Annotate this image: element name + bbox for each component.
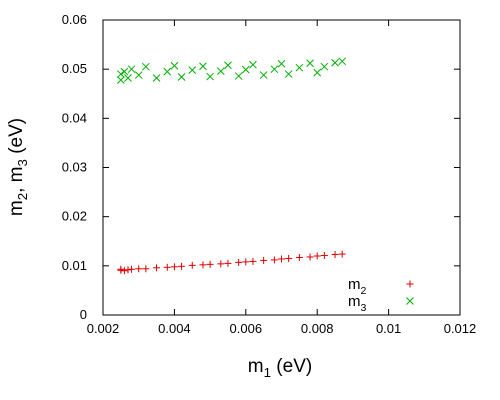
data-point-m3 <box>320 62 329 71</box>
x-tick-label: 0.006 <box>230 321 263 336</box>
data-point-m3 <box>234 72 243 80</box>
data-point-m3 <box>331 58 339 67</box>
data-point-m3 <box>216 67 225 75</box>
data-point-m2 <box>320 252 328 260</box>
y-tick-label: 0.03 <box>62 160 87 175</box>
data-point-m2 <box>260 256 268 264</box>
y-tick-label: 0.02 <box>62 209 87 224</box>
data-point-m3 <box>241 65 250 74</box>
data-point-m2 <box>278 255 285 263</box>
data-point-m3 <box>127 65 136 74</box>
data-point-m3 <box>277 59 286 68</box>
data-point-m3 <box>124 74 132 82</box>
x-tick-label: 0.002 <box>87 321 120 336</box>
data-point-m3 <box>270 65 279 74</box>
x-tick-label: 0.01 <box>376 321 401 336</box>
x-tick-label: 0.012 <box>444 321 477 336</box>
y-tick-label: 0.05 <box>62 61 87 76</box>
data-point-m3 <box>141 62 150 71</box>
data-point-m2 <box>295 253 303 261</box>
data-point-m2 <box>306 253 314 261</box>
data-point-m2 <box>285 254 293 262</box>
data-point-m2 <box>270 256 278 264</box>
data-point-m3 <box>199 62 207 71</box>
data-point-m3 <box>120 67 129 76</box>
x-tick-label: 0.004 <box>158 321 191 336</box>
data-point-m3 <box>152 74 161 82</box>
data-point-m3 <box>284 70 293 78</box>
data-point-m2 <box>135 265 143 273</box>
legend-label-m3: m3 <box>348 293 367 314</box>
series-m2 <box>117 250 346 275</box>
legend-marker-m2 <box>406 280 414 288</box>
series-m3 <box>116 57 347 84</box>
data-point-m3 <box>163 67 172 76</box>
data-point-m2 <box>235 258 243 266</box>
data-point-m3 <box>295 63 304 72</box>
data-point-m2 <box>153 264 161 272</box>
data-point-m2 <box>199 261 207 269</box>
data-point-m3 <box>206 72 214 81</box>
data-point-m3 <box>177 73 186 81</box>
y-axis-label: m2​, m3​ (eV) <box>6 118 30 216</box>
data-point-m2 <box>338 250 346 258</box>
data-point-m3 <box>116 76 125 84</box>
data-point-m3 <box>338 57 347 66</box>
data-point-m3 <box>170 61 179 70</box>
data-point-m2 <box>178 262 186 270</box>
data-point-m2 <box>188 261 196 269</box>
data-point-m2 <box>120 267 128 275</box>
data-point-m2 <box>331 251 339 259</box>
data-point-m2 <box>163 263 171 271</box>
y-tick-label: 0.06 <box>62 12 87 27</box>
data-point-m2 <box>313 252 321 260</box>
x-axis-label: m1​ (eV) <box>248 356 312 380</box>
data-point-m2 <box>117 265 125 273</box>
data-point-m3 <box>188 66 197 75</box>
ticks-layer: 0.002 0.004 0.006 0.008 0.01 0.012 0 0.01 0.02 0.… <box>62 12 477 336</box>
data-point-m3 <box>249 60 257 69</box>
data-point-m3 <box>259 71 268 79</box>
data-point-m3 <box>224 61 232 70</box>
y-tick-label: 0 <box>80 307 87 322</box>
data-point-m2 <box>170 263 178 271</box>
y-tick-label: 0.01 <box>62 258 87 273</box>
y-tick-label: 0.04 <box>62 110 87 125</box>
data-point-m2 <box>128 265 136 273</box>
data-point-m3 <box>116 70 125 78</box>
x-tick-label: 0.008 <box>301 321 334 336</box>
data-point-m3 <box>313 68 322 77</box>
data-point-m2 <box>242 258 250 266</box>
data-point-m3 <box>134 71 143 79</box>
data-point-m2 <box>217 260 225 268</box>
data-point-m3 <box>306 59 314 68</box>
data-point-m2 <box>206 260 214 268</box>
legend-marker-m3 <box>406 297 414 305</box>
series-layer <box>116 57 347 275</box>
data-point-m2 <box>249 257 257 265</box>
data-point-m2 <box>224 259 232 267</box>
data-point-m2 <box>142 265 150 273</box>
legend-label-m2: m2 <box>348 276 367 297</box>
